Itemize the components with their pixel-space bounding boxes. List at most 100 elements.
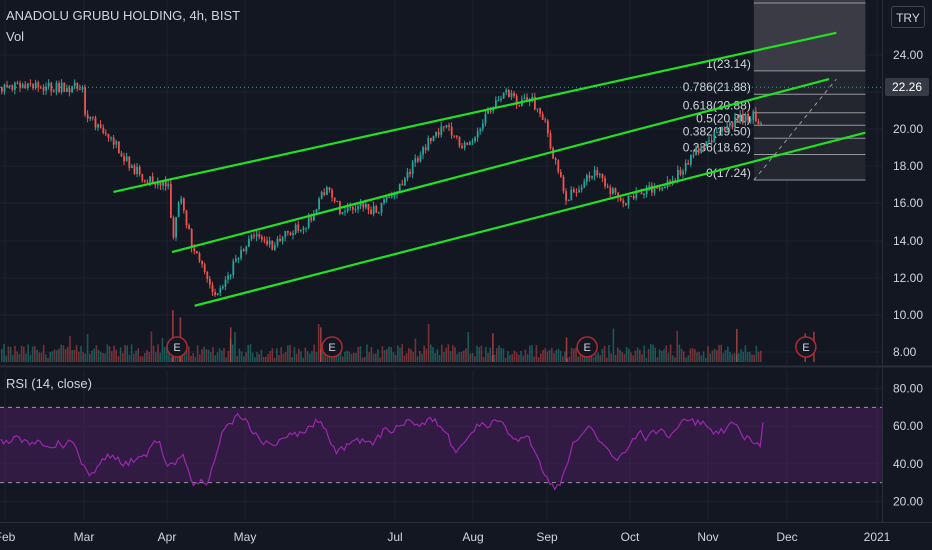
fib-level-label: 0.236(18.62): [683, 141, 751, 155]
candle-body: [32, 84, 34, 89]
volume-bar: [729, 351, 731, 362]
volume-bar: [597, 352, 599, 362]
candle-body: [385, 197, 388, 200]
fib-level-label: 1(23.14): [706, 57, 751, 71]
volume-bar: [551, 347, 553, 362]
earnings-marker[interactable]: [576, 336, 598, 358]
candle-body: [24, 84, 27, 88]
candle-body: [354, 209, 357, 211]
volume-bar: [687, 355, 689, 362]
volume-indicator-label[interactable]: Vol: [6, 29, 25, 44]
volume-bar: [258, 354, 260, 362]
volume-bar: [749, 351, 751, 362]
candle-body: [118, 141, 120, 154]
candle-body: [726, 125, 729, 131]
candle-body: [450, 126, 453, 136]
volume-bar: [736, 328, 738, 362]
volume-bar: [115, 349, 117, 362]
candle-body: [588, 175, 591, 178]
volume-bar: [509, 354, 511, 362]
candle-body: [463, 142, 466, 148]
volume-bar: [155, 352, 157, 362]
trend-channel-line[interactable]: [171, 77, 830, 254]
volume-bar: [49, 352, 51, 362]
candle-body: [713, 132, 716, 143]
volume-bar: [95, 345, 98, 362]
rsi-axis-label: 40.00: [893, 457, 923, 471]
trend-projection-line[interactable]: [753, 78, 837, 181]
volume-bar: [262, 356, 265, 362]
volume-bar: [388, 346, 390, 362]
volume-bar: [702, 351, 705, 362]
volume-bar: [540, 353, 542, 362]
volume-bar: [480, 345, 483, 362]
volume-bar: [267, 354, 269, 362]
candle-body: [612, 188, 614, 194]
volume-bar: [410, 349, 412, 362]
volume-bar: [271, 348, 274, 362]
volume-bar: [243, 356, 245, 362]
volume-bar: [564, 351, 566, 362]
volume-bar: [731, 354, 733, 362]
trend-channel-line[interactable]: [194, 131, 866, 307]
currency-button[interactable]: TRY: [891, 6, 925, 28]
volume-bar: [117, 356, 120, 362]
volume-bar: [652, 344, 654, 362]
candle-body: [432, 136, 435, 142]
rsi-indicator-label[interactable]: RSI (14, close): [6, 376, 92, 391]
candle-body: [580, 187, 583, 190]
volume-bar: [565, 337, 568, 362]
candle-body: [167, 183, 170, 187]
volume-bar: [386, 349, 388, 362]
volume-bar: [276, 348, 278, 362]
candle-body: [123, 156, 125, 162]
volume-bar: [656, 357, 659, 362]
volume-bar: [542, 349, 544, 362]
candle-body: [76, 82, 79, 89]
volume-bar: [45, 354, 47, 362]
candle-body: [180, 198, 183, 203]
volume-bar: [223, 347, 225, 362]
candle-body: [534, 96, 536, 110]
earnings-marker[interactable]: [795, 336, 817, 358]
candle-body: [248, 239, 250, 247]
candle-body: [336, 201, 339, 203]
volume-bar: [658, 349, 661, 362]
candle-body: [549, 133, 552, 149]
candle-body: [237, 258, 240, 260]
earnings-marker[interactable]: [166, 336, 188, 358]
volume-bar: [683, 351, 685, 362]
fib-extension-area: [753, 0, 866, 71]
volume-bar: [289, 344, 291, 362]
volume-bar: [661, 350, 663, 362]
volume-bar: [188, 346, 190, 362]
volume-bar: [144, 352, 146, 362]
volume-bar: [300, 351, 302, 362]
volume-bar: [124, 345, 126, 362]
candle-body: [547, 120, 549, 134]
trend-channel-line[interactable]: [113, 31, 837, 193]
volume-bar: [205, 349, 208, 362]
candle-body: [599, 174, 601, 176]
volume-bar: [201, 349, 203, 362]
volume-bar: [25, 353, 27, 362]
volume-bar: [511, 354, 513, 362]
candle-body: [45, 86, 47, 91]
volume-bar: [102, 353, 104, 362]
candle-body: [736, 116, 739, 122]
candle-body: [677, 169, 679, 181]
candle-body: [515, 95, 518, 105]
candle-body: [266, 240, 268, 245]
candle-body: [255, 234, 258, 237]
volume-bar: [225, 357, 227, 362]
earnings-marker[interactable]: [321, 336, 343, 358]
volume-bar: [645, 357, 648, 362]
candle-body: [682, 171, 684, 175]
volume-bar: [500, 347, 502, 362]
candle-body: [164, 180, 167, 187]
volume-bar: [544, 348, 546, 362]
volume-bar: [614, 354, 617, 362]
candle-body: [125, 156, 128, 162]
volume-bar: [322, 351, 324, 362]
candle-body: [440, 126, 443, 136]
